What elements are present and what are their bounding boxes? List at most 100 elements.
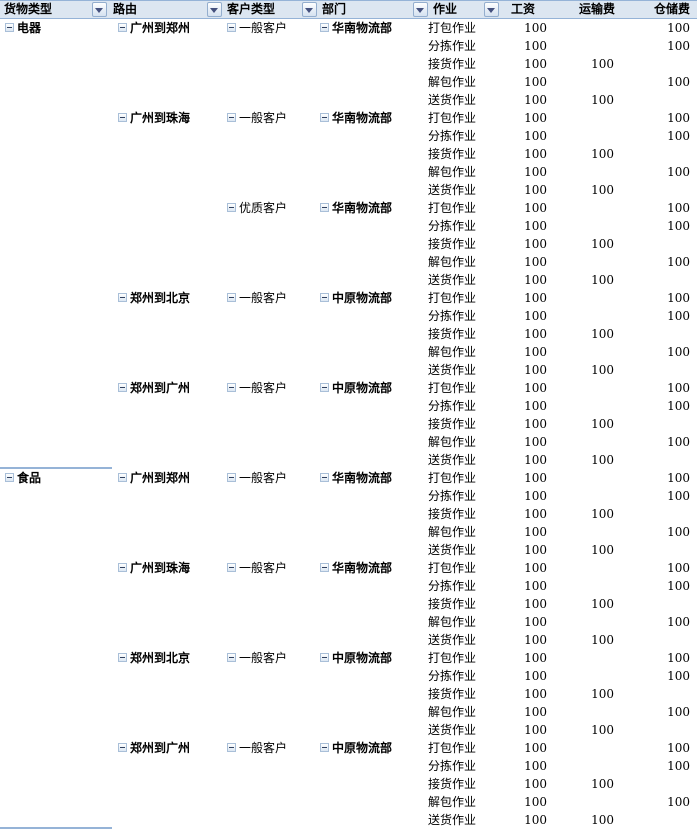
operation-cell: 接货作业 (428, 57, 477, 71)
storage-fee-value: 100 (667, 579, 690, 593)
table-row: 接货作业 100 100 (0, 595, 697, 613)
customer-type-cell: 一般客户 (239, 651, 288, 665)
collapse-minus-icon[interactable] (320, 293, 329, 302)
table-row: 接货作业 100 100 (0, 145, 697, 163)
filter-dropdown-route[interactable] (207, 2, 222, 17)
collapse-minus-icon[interactable] (118, 23, 127, 32)
wage-value: 100 (524, 543, 547, 557)
collapse-minus-icon[interactable] (118, 113, 127, 122)
wage-value: 100 (524, 183, 547, 197)
wage-value: 100 (524, 615, 547, 629)
wage-value: 100 (524, 237, 547, 251)
collapse-minus-icon[interactable] (227, 203, 236, 212)
wage-value: 100 (524, 813, 547, 827)
storage-fee-value: 100 (667, 741, 690, 755)
table-row: 分拣作业 100 100 (0, 757, 697, 775)
wage-value: 100 (524, 327, 547, 341)
collapse-minus-icon[interactable] (227, 743, 236, 752)
collapse-minus-icon[interactable] (118, 743, 127, 752)
collapse-minus-icon[interactable] (118, 563, 127, 572)
operation-cell: 打包作业 (428, 111, 477, 125)
route-cell: 郑州到广州 (130, 741, 191, 755)
table-row: 分拣作业 100 100 (0, 37, 697, 55)
table-row: 解包作业 100 100 (0, 343, 697, 361)
wage-value: 100 (524, 399, 547, 413)
collapse-minus-icon[interactable] (320, 23, 329, 32)
table-row: 优质客户 华南物流部 打包作业 100 100 (0, 199, 697, 217)
filter-dropdown-operation[interactable] (484, 2, 499, 17)
customer-type-cell: 一般客户 (239, 21, 288, 35)
collapse-minus-icon[interactable] (227, 473, 236, 482)
collapse-minus-icon[interactable] (320, 473, 329, 482)
transport-fee-value: 100 (591, 453, 614, 467)
storage-fee-value: 100 (667, 561, 690, 575)
storage-fee-value: 100 (667, 165, 690, 179)
table-row: 解包作业 100 100 (0, 163, 697, 181)
wage-value: 100 (524, 705, 547, 719)
collapse-minus-icon[interactable] (118, 383, 127, 392)
collapse-minus-icon[interactable] (118, 473, 127, 482)
collapse-minus-icon[interactable] (320, 653, 329, 662)
collapse-minus-icon[interactable] (320, 383, 329, 392)
wage-value: 100 (524, 687, 547, 701)
storage-fee-value: 100 (667, 219, 690, 233)
table-row: 接货作业 100 100 (0, 775, 697, 793)
filter-dropdown-goods-type[interactable] (92, 2, 107, 17)
operation-cell: 接货作业 (428, 147, 477, 161)
table-row: 郑州到北京 一般客户 中原物流部 打包作业 100 100 (0, 649, 697, 667)
collapse-minus-icon[interactable] (227, 23, 236, 32)
operation-cell: 送货作业 (428, 183, 477, 197)
table-row: 送货作业 100 100 (0, 811, 697, 829)
operation-cell: 接货作业 (428, 327, 477, 341)
collapse-minus-icon[interactable] (227, 293, 236, 302)
wage-value: 100 (524, 201, 547, 215)
operation-cell: 打包作业 (428, 741, 477, 755)
filter-dropdown-customer-type[interactable] (302, 2, 317, 17)
operation-cell: 打包作业 (428, 471, 477, 485)
storage-fee-value: 100 (667, 75, 690, 89)
wage-value: 100 (524, 723, 547, 737)
wage-value: 100 (524, 435, 547, 449)
chevron-down-icon (416, 8, 424, 13)
table-row: 分拣作业 100 100 (0, 217, 697, 235)
transport-fee-value: 100 (591, 417, 614, 431)
collapse-minus-icon[interactable] (227, 653, 236, 662)
table-row: 送货作业 100 100 (0, 91, 697, 109)
collapse-minus-icon[interactable] (320, 203, 329, 212)
operation-cell: 接货作业 (428, 417, 477, 431)
wage-value: 100 (524, 453, 547, 467)
collapse-minus-icon[interactable] (320, 113, 329, 122)
collapse-minus-icon[interactable] (227, 113, 236, 122)
transport-fee-value: 100 (591, 57, 614, 71)
transport-fee-value: 100 (591, 687, 614, 701)
collapse-minus-icon[interactable] (227, 383, 236, 392)
transport-fee-value: 100 (591, 183, 614, 197)
collapse-minus-icon[interactable] (320, 743, 329, 752)
collapse-minus-icon[interactable] (5, 23, 14, 32)
filter-dropdown-department[interactable] (413, 2, 428, 17)
table-row: 解包作业 100 100 (0, 253, 697, 271)
department-cell: 华南物流部 (332, 21, 393, 35)
wage-value: 100 (524, 165, 547, 179)
table-row: 电器 广州到郑州 一般客户 华南物流部 打包作业 100 100 (0, 19, 697, 37)
collapse-minus-icon[interactable] (227, 563, 236, 572)
table-row: 郑州到广州 一般客户 中原物流部 打包作业 100 100 (0, 379, 697, 397)
table-row: 接货作业 100 100 (0, 55, 697, 73)
wage-value: 100 (524, 561, 547, 575)
department-cell: 中原物流部 (332, 651, 393, 665)
transport-fee-value: 100 (591, 93, 614, 107)
transport-fee-value: 100 (591, 507, 614, 521)
department-cell: 中原物流部 (332, 291, 393, 305)
collapse-minus-icon[interactable] (5, 473, 14, 482)
column-header-route: 路由 (113, 2, 138, 16)
operation-cell: 打包作业 (428, 561, 477, 575)
collapse-minus-icon[interactable] (118, 293, 127, 302)
operation-cell: 送货作业 (428, 543, 477, 557)
storage-fee-value: 100 (667, 345, 690, 359)
collapse-minus-icon[interactable] (118, 653, 127, 662)
wage-value: 100 (524, 417, 547, 431)
customer-type-cell: 一般客户 (239, 111, 288, 125)
collapse-minus-icon[interactable] (320, 563, 329, 572)
goods-type-cell: 电器 (17, 21, 42, 35)
